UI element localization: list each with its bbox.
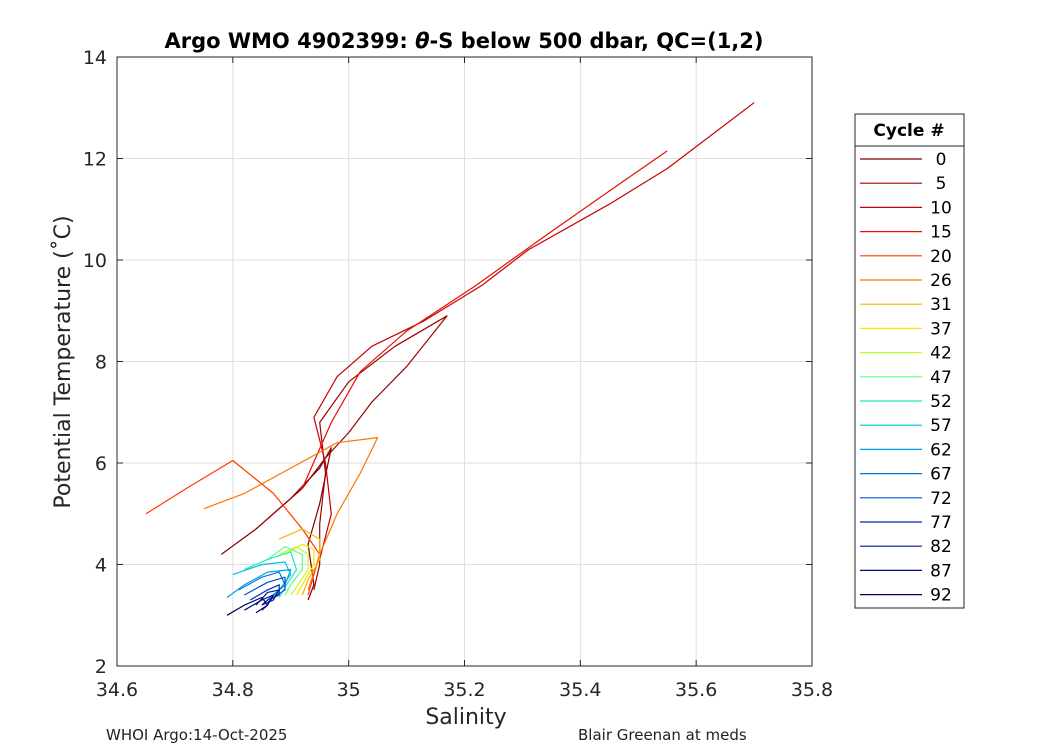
x-axis-ticks: 34.6 34.8 35 35.2 35.4 35.6 35.8 — [96, 57, 833, 701]
x-tick-label: 35.4 — [559, 679, 601, 701]
y-tick-label: 4 — [95, 555, 107, 577]
y-tick-label: 14 — [83, 47, 107, 69]
grid-lines — [117, 57, 812, 666]
series-line-cycle-37 — [284, 543, 315, 596]
legend-label: 87 — [930, 561, 952, 581]
x-tick-label: 35 — [337, 679, 361, 701]
legend-label: 67 — [930, 465, 952, 485]
chart-title: Argo WMO 4902399: θ-S below 500 dbar, QC… — [164, 29, 763, 53]
series-line-cycle-15 — [301, 150, 668, 489]
legend-label: 57 — [930, 416, 952, 436]
x-tick-label: 35.2 — [443, 679, 485, 701]
legend-label: 5 — [936, 174, 947, 194]
series-line-cycle-0 — [220, 447, 332, 601]
legend-label: 47 — [930, 368, 952, 388]
legend-label: 82 — [930, 537, 952, 557]
x-tick-label: 34.6 — [96, 679, 138, 701]
series-line-cycle-47 — [267, 546, 303, 596]
legend-label: 31 — [930, 295, 952, 315]
legend-label: 15 — [930, 223, 952, 243]
legend: Cycle # 0 5 10 15 20 26 31 37 42 47 52 57 62 67 72 77 82… — [854, 113, 965, 609]
series-line-cycle-52 — [244, 551, 298, 598]
series-line-cycle-31 — [278, 528, 321, 596]
series-line-cycle-10 — [313, 102, 755, 560]
series-line-cycle-92 — [226, 596, 269, 616]
x-tick-label: 34.8 — [212, 679, 254, 701]
y-axis-ticks: 2 4 6 8 10 12 14 — [83, 47, 812, 678]
legend-label: 92 — [930, 586, 952, 606]
x-tick-label: 35.8 — [791, 679, 833, 701]
y-tick-label: 8 — [95, 352, 107, 374]
series-line-cycle-26 — [203, 437, 379, 591]
footer-left: WHOI Argo:14-Oct-2025 — [106, 726, 288, 744]
legend-label: 62 — [930, 440, 952, 460]
y-tick-label: 2 — [95, 656, 107, 678]
x-tick-label: 35.6 — [675, 679, 717, 701]
series-line-cycle-42 — [278, 546, 309, 596]
legend-label: 77 — [930, 513, 952, 533]
series-line-cycle-5 — [267, 315, 448, 591]
y-axis-label: Potential Temperature (˚C) — [51, 215, 76, 508]
legend-label: 52 — [930, 392, 952, 412]
legend-label: 10 — [930, 198, 952, 218]
legend-title: Cycle # — [873, 121, 944, 141]
legend-label: 42 — [930, 344, 952, 364]
y-tick-label: 6 — [95, 453, 107, 475]
series-group — [145, 102, 755, 616]
y-tick-label: 12 — [83, 149, 107, 171]
legend-box — [854, 113, 965, 609]
series-line-cycle-20 — [145, 459, 321, 596]
legend-label: 26 — [930, 271, 952, 291]
footer-right: Blair Greenan at meds — [578, 726, 747, 744]
y-tick-label: 10 — [83, 250, 107, 272]
legend-label: 37 — [930, 319, 952, 339]
legend-label: 20 — [930, 247, 952, 267]
legend-label: 72 — [930, 489, 952, 509]
legend-label: 0 — [936, 150, 947, 170]
x-axis-label: Salinity — [425, 705, 506, 730]
